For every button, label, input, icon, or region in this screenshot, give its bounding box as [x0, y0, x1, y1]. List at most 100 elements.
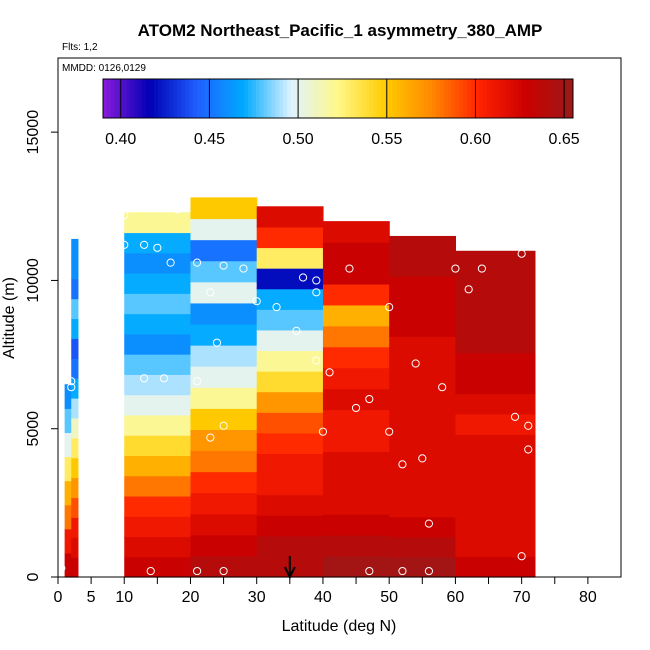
sample-point — [100, 566, 109, 576]
sample-point — [146, 566, 155, 576]
colorbar-segment — [416, 79, 421, 118]
heatmap-cell — [389, 396, 457, 418]
colorbar-segment — [365, 79, 370, 118]
sample-point — [153, 243, 162, 252]
colorbar-segment — [271, 79, 276, 118]
colorbar-segment — [549, 79, 554, 118]
colorbar-segment — [533, 79, 539, 118]
colorbar-segment — [126, 79, 131, 118]
colorbar-segment — [177, 79, 182, 118]
colorbar-segment — [475, 79, 480, 118]
heatmap-cell — [71, 437, 79, 459]
heatmap-cell — [256, 412, 324, 434]
heatmap-cell — [322, 367, 390, 390]
heatmap-cell — [389, 316, 457, 337]
heatmap-cell — [190, 513, 258, 536]
heatmap-cell — [124, 475, 192, 497]
colorbar-segment — [122, 79, 127, 118]
x-tick-label: 40 — [314, 589, 332, 606]
heatmap-cell — [71, 258, 79, 280]
colorbar-segment — [318, 79, 323, 118]
colorbar-segment — [165, 79, 171, 118]
heatmap-cells — [64, 197, 536, 578]
heatmap-cell — [64, 528, 72, 554]
sample-point — [192, 377, 202, 386]
colorbar-segment — [279, 79, 284, 118]
colorbar-segment — [169, 79, 174, 118]
heatmap-cell — [322, 493, 390, 515]
heatmap-cell — [124, 313, 192, 335]
heatmap-cell — [322, 388, 390, 411]
colorbar-segment — [114, 79, 120, 118]
heatmap-cell — [389, 556, 457, 578]
colorbar-segment — [377, 79, 382, 118]
colorbar-segment — [490, 79, 496, 118]
sample-point — [252, 297, 261, 306]
heatmap-cell — [322, 262, 390, 285]
colorbar-tick-label: 0.65 — [549, 131, 580, 148]
sample-point — [140, 240, 149, 249]
colorbar-segment — [561, 79, 566, 118]
colorbar-tick-label: 0.50 — [283, 131, 314, 148]
colorbar — [102, 78, 574, 119]
heatmap-cell — [190, 197, 258, 220]
colorbar-segment — [439, 79, 445, 118]
heatmap-cell — [190, 302, 258, 325]
heatmap-cell — [256, 350, 324, 372]
heatmap-cell — [71, 338, 79, 359]
colorbar-segment — [396, 79, 402, 118]
heatmap-cell — [322, 514, 390, 536]
heatmap-cell — [190, 450, 258, 473]
x-tick-label: 5 — [87, 589, 96, 606]
colorbar-segment — [255, 79, 261, 118]
sample-point — [219, 261, 228, 270]
colorbar-segment — [420, 79, 425, 118]
colorbar-segment — [518, 79, 523, 118]
colorbar-segment — [263, 79, 268, 118]
heatmap-cell — [455, 475, 536, 497]
colorbar-segment — [251, 79, 257, 118]
x-tick-label: 50 — [380, 589, 398, 606]
sample-point — [510, 412, 520, 421]
heatmap-cell — [389, 276, 457, 297]
heatmap-cell — [64, 504, 72, 530]
heatmap-cell — [190, 345, 258, 367]
sample-point — [325, 368, 334, 377]
heatmap-cell — [256, 453, 324, 475]
heatmap-cell — [322, 430, 390, 452]
colorbar-segment — [400, 79, 406, 118]
heatmap-cell — [322, 556, 390, 578]
heatmap-cell — [190, 408, 258, 430]
colorbar-segment — [181, 79, 186, 118]
colorbar-segment — [291, 79, 296, 118]
heatmap-cell — [124, 354, 192, 375]
colorbar-segment — [494, 79, 500, 118]
heatmap-cell — [124, 516, 192, 538]
x-tick-label: 70 — [513, 589, 531, 606]
colorbar-segment — [435, 79, 441, 118]
heatmap-cell — [256, 226, 324, 249]
colorbar-segment — [330, 79, 335, 118]
heatmap-cell — [322, 451, 390, 473]
sample-point — [312, 356, 321, 365]
heatmap-cell — [124, 435, 192, 457]
sample-point — [365, 566, 374, 576]
colorbar-segment — [447, 79, 453, 118]
heatmap-cell — [124, 394, 192, 416]
heatmap-cell — [190, 323, 258, 346]
heatmap-cell — [389, 336, 457, 357]
sample-point — [206, 288, 215, 297]
sample-point — [57, 564, 66, 573]
sample-point — [517, 249, 526, 258]
latitude-arrow-marker — [283, 556, 296, 580]
colorbar-segment — [216, 79, 221, 118]
colorbar-segment — [537, 79, 543, 118]
heatmap-cell — [71, 557, 79, 578]
heatmap-cell — [322, 472, 390, 494]
arrow-head — [283, 566, 296, 580]
colorbar-segment — [314, 79, 319, 118]
colorbar-segment — [220, 79, 225, 118]
heatmap-cell — [256, 206, 324, 228]
colorbar-tick-label: 0.55 — [371, 131, 402, 148]
heatmap-cell — [455, 332, 536, 354]
